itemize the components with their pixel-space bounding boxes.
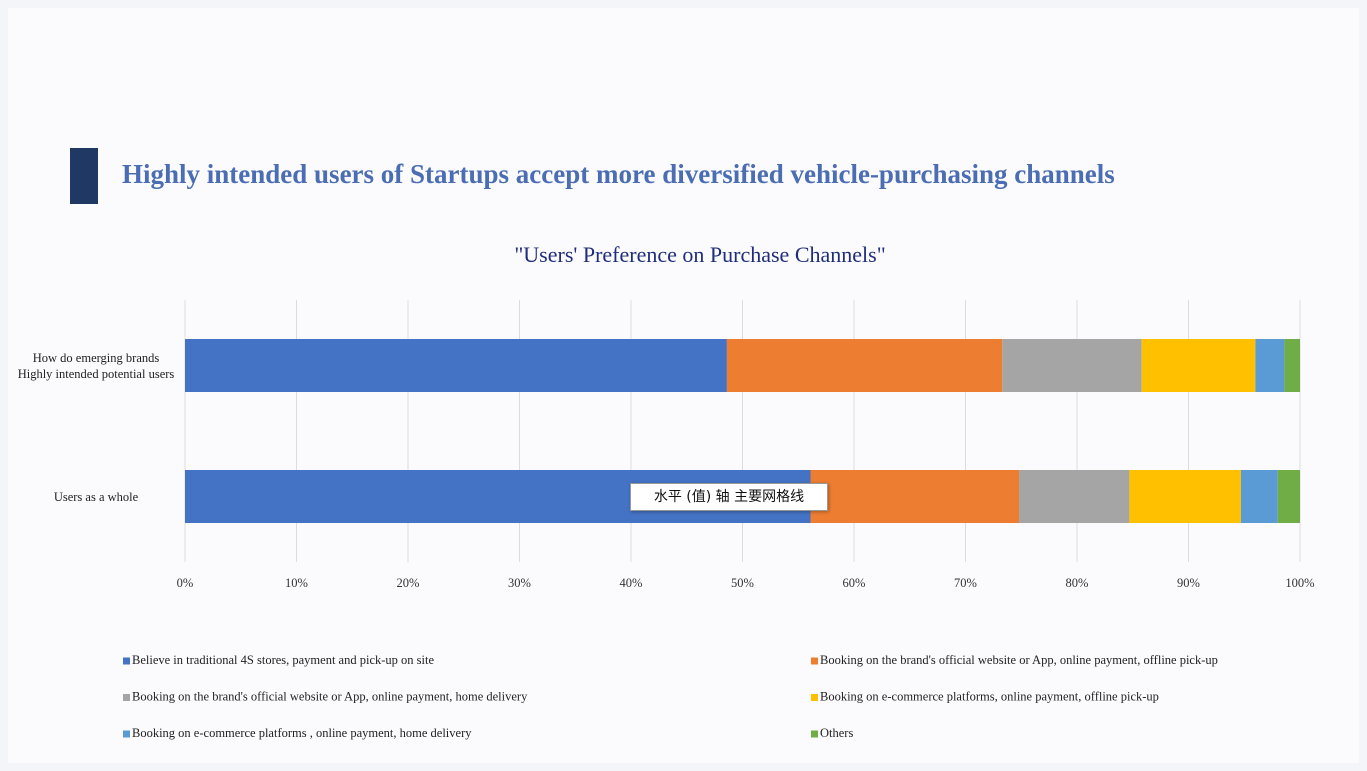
bar-segment: [1240, 470, 1278, 523]
bar-segment: [1129, 470, 1241, 523]
x-tick-label: 70%: [954, 576, 977, 590]
legend-label: Others: [820, 726, 853, 740]
heading: Highly intended users of Startups accept…: [122, 159, 1115, 189]
bar-segment: [1255, 339, 1285, 392]
x-tick-label: 30%: [508, 576, 531, 590]
legend-swatch: [123, 657, 130, 665]
tooltip: 水平 (值) 轴 主要网格线: [630, 483, 828, 511]
bar-segment: [185, 339, 727, 392]
legend-swatch: [811, 694, 818, 701]
heading-accent: [70, 148, 98, 204]
legend-label: Booking on e-commerce platforms, online …: [820, 689, 1159, 703]
y-tick-label: How do emerging brands Highly intended p…: [17, 350, 175, 381]
x-tick-label: 60%: [843, 576, 866, 590]
y-tick-label: Users as a whole: [53, 489, 139, 504]
bar-segment: [1277, 470, 1300, 523]
x-tick-label: 40%: [620, 576, 643, 590]
x-tick-label: 10%: [285, 576, 308, 590]
legend-swatch: [811, 730, 818, 738]
legend-label: Booking on the brand's official website …: [132, 689, 528, 703]
x-tick-label: 20%: [397, 576, 420, 590]
legend-swatch: [123, 694, 130, 701]
bar-segment: [726, 339, 1003, 392]
x-tick-label: 80%: [1066, 576, 1089, 590]
bar-segment: [1002, 339, 1142, 392]
legend-label: Booking on e-commerce platforms , online…: [132, 726, 472, 740]
x-tick-label: 0%: [177, 576, 194, 590]
bar-segment: [1141, 339, 1256, 392]
legend-swatch: [123, 730, 130, 738]
chart-title: "Users' Preference on Purchase Channels": [514, 242, 885, 267]
legend-swatch: [811, 657, 818, 665]
x-tick-label: 100%: [1285, 576, 1314, 590]
bar-segment: [1019, 470, 1130, 523]
x-tick-label: 90%: [1177, 576, 1200, 590]
bar-segment: [1284, 339, 1300, 392]
bar-segment: [810, 470, 1020, 523]
legend-label: Believe in traditional 4S stores, paymen…: [132, 653, 434, 667]
legend-label: Booking on the brand's official website …: [820, 653, 1218, 667]
x-tick-label: 50%: [731, 576, 754, 590]
